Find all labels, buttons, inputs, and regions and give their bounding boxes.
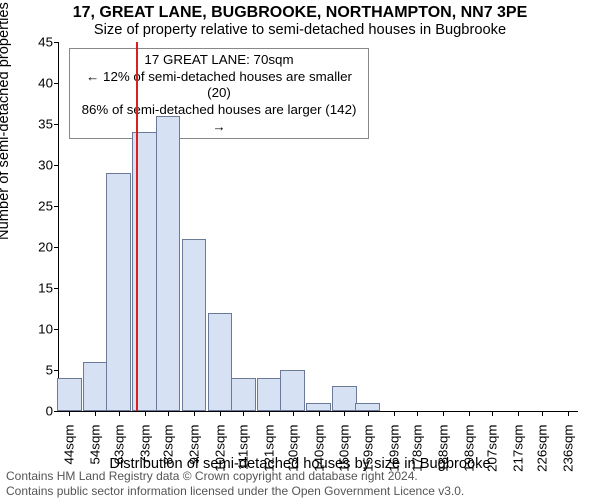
y-tick-label: 45 [38,35,53,50]
x-tick-mark [417,411,418,416]
y-tick-mark [54,370,59,371]
x-tick-mark [220,411,221,416]
y-tick-mark [54,247,59,248]
x-tick-label: 73sqm [137,425,152,465]
x-tick-mark [394,411,395,416]
bar [57,378,82,411]
y-tick-label: 5 [46,363,53,378]
x-tick-label: 44sqm [62,425,77,465]
x-tick-label: 217sqm [511,425,526,472]
y-tick-label: 0 [46,404,53,419]
x-tick-mark [95,411,96,416]
y-tick-mark [54,288,59,289]
x-tick-mark [518,411,519,416]
x-tick-mark [319,411,320,416]
x-tick-label: 92sqm [186,425,201,465]
y-tick-label: 30 [38,158,53,173]
x-tick-mark [368,411,369,416]
bar [306,403,331,411]
x-tick-label: 63sqm [111,425,126,465]
bar [355,403,380,411]
y-tick-mark [54,329,59,330]
y-tick-label: 40 [38,76,53,91]
x-tick-label: 130sqm [285,425,300,472]
bar [156,116,181,411]
x-tick-mark [293,411,294,416]
y-tick-mark [54,411,59,412]
x-tick-mark [194,411,195,416]
x-tick-mark [145,411,146,416]
chart-container: 17, GREAT LANE, BUGBROOKE, NORTHAMPTON, … [0,0,600,500]
y-tick-label: 15 [38,281,53,296]
y-tick-label: 20 [38,240,53,255]
x-tick-mark [542,411,543,416]
bar [231,378,256,411]
y-tick-mark [54,206,59,207]
annotation-line-3: 86% of semi-detached houses are larger (… [76,102,362,135]
x-tick-mark [344,411,345,416]
y-tick-mark [54,165,59,166]
x-tick-label: 198sqm [462,425,477,472]
footer-line-1: Contains HM Land Registry data © Crown c… [6,469,594,483]
x-tick-mark [443,411,444,416]
bar [182,239,207,411]
x-tick-label: 121sqm [262,425,277,472]
x-tick-label: 54sqm [88,425,103,465]
bar [332,386,357,411]
x-tick-mark [269,411,270,416]
bar [83,362,108,411]
x-tick-mark [168,411,169,416]
bar [106,173,131,411]
annotation-line-2: ← 12% of semi-detached houses are smalle… [76,69,362,102]
x-tick-label: 140sqm [311,425,326,472]
bar [257,378,282,411]
x-tick-mark [568,411,569,416]
x-tick-label: 150sqm [337,425,352,472]
marker-line [136,42,138,411]
footer-line-2: Contains public sector information licen… [6,484,594,498]
x-tick-label: 178sqm [410,425,425,472]
x-tick-label: 111sqm [236,425,251,470]
x-tick-label: 102sqm [212,425,227,472]
chart-subtitle: Size of property relative to semi-detach… [0,22,600,38]
annotation-box: 17 GREAT LANE: 70sqm ← 12% of semi-detac… [69,48,369,139]
x-tick-mark [243,411,244,416]
x-tick-mark [119,411,120,416]
annotation-line-1: 17 GREAT LANE: 70sqm [76,52,362,69]
x-tick-label: 159sqm [360,425,375,472]
x-tick-mark [492,411,493,416]
x-tick-label: 236sqm [560,425,575,472]
x-tick-label: 169sqm [386,425,401,472]
y-axis-label: Number of semi-detached properties [0,2,12,240]
footer: Contains HM Land Registry data © Crown c… [6,469,594,498]
x-tick-label: 207sqm [485,425,500,472]
y-tick-label: 25 [38,199,53,214]
y-tick-label: 35 [38,117,53,132]
y-tick-mark [54,83,59,84]
x-tick-mark [469,411,470,416]
bar [280,370,305,411]
y-tick-mark [54,42,59,43]
plot-area: 17 GREAT LANE: 70sqm ← 12% of semi-detac… [58,42,578,412]
bar [208,313,233,411]
y-tick-label: 10 [38,322,53,337]
x-tick-mark [69,411,70,416]
x-tick-label: 82sqm [160,425,175,465]
x-tick-label: 226sqm [534,425,549,472]
chart-title: 17, GREAT LANE, BUGBROOKE, NORTHAMPTON, … [0,4,600,22]
x-tick-label: 188sqm [436,425,451,472]
y-tick-mark [54,124,59,125]
